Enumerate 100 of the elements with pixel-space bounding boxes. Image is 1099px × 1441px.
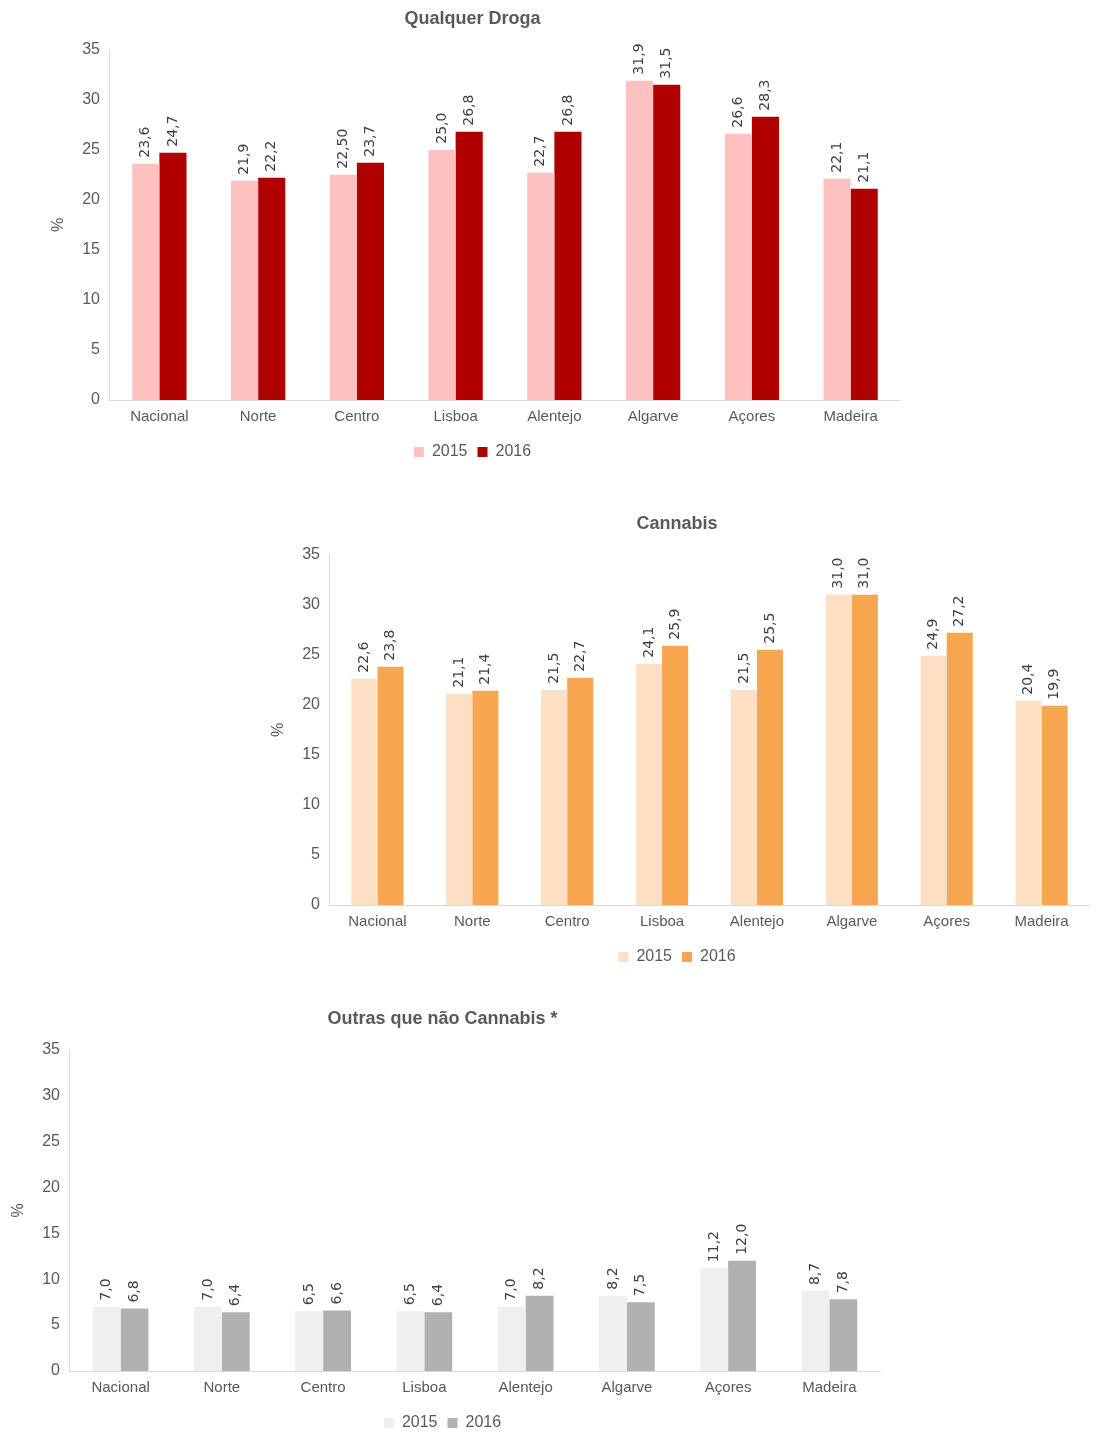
data-label: 7,0 [198,1278,215,1301]
x-tick-label: Centro [544,912,590,930]
x-tick-label: Algarve [826,912,878,930]
y-tick-label: 35 [82,40,101,58]
x-tick-label: Algarve [627,407,679,425]
bar [230,180,259,400]
data-label: 21,9 [235,143,252,175]
y-tick-label: 10 [82,290,101,308]
data-label: 26,6 [728,96,745,128]
data-label: 20,4 [1019,663,1036,695]
bar [801,1291,830,1371]
chart-title: Outras que não Cannabis * [327,1007,558,1028]
legend-label: 2015 [401,1413,438,1431]
bar [428,149,456,400]
data-label: 21,4 [476,653,492,685]
bar [541,689,568,905]
x-tick-label: Madeira [1014,912,1070,930]
bar [132,163,160,400]
data-label: 21,5 [734,652,751,684]
data-label: 6,8 [125,1280,142,1303]
x-tick-label: Algarve [601,1378,653,1396]
data-label: 6,5 [401,1283,418,1306]
data-label: 8,2 [603,1267,620,1290]
x-tick-label: Lisboa [639,912,685,930]
bar [724,133,752,400]
bar [700,1268,729,1371]
chart-title: Qualquer Droga [404,7,542,28]
bar [823,178,851,400]
data-label: 24,9 [924,618,941,650]
data-label: 21,1 [449,656,466,688]
y-tick-label: 15 [302,745,321,763]
bar [159,152,187,400]
data-label: 26,8 [558,94,575,126]
bar [329,174,357,400]
y-tick-label: 25 [302,645,321,663]
y-tick-label: 35 [302,545,321,563]
x-tick-label: Centro [300,1378,346,1396]
bar [120,1308,149,1371]
chart-title: Cannabis [636,512,718,533]
data-label: 27,2 [950,595,967,627]
data-label: 7,5 [631,1273,648,1297]
y-tick-label: 5 [51,1315,61,1333]
legend-label: 2016 [465,1413,502,1431]
data-label: 25,0 [432,112,449,144]
data-label: 22,50 [333,128,350,169]
bar [662,645,689,905]
y-tick-label: 15 [42,1223,61,1241]
bar [554,131,582,400]
bar [221,1312,250,1371]
x-tick-label: Norte [203,1378,241,1396]
x-tick-label: Norte [239,407,277,425]
data-label: 24,1 [639,626,656,658]
data-label: 11,2 [704,1230,721,1263]
data-label: 22,7 [531,135,548,167]
legend-label: 2016 [700,947,736,965]
y-tick-label: 30 [82,90,101,108]
bar [730,689,757,905]
y-axis-title: % [49,217,67,232]
data-label: 21,5 [544,652,561,684]
y-tick-label: 10 [302,795,321,813]
data-label: 12,0 [732,1223,749,1255]
bar [829,1299,858,1371]
bar [625,80,654,400]
data-label: 25,9 [665,608,682,640]
data-label: 6,4 [226,1283,243,1307]
bar [446,693,473,905]
bar [424,1312,453,1371]
legend-label: 2016 [495,442,532,460]
data-label: 31,0 [829,557,846,589]
bar [1041,705,1068,905]
y-axis-title: % [269,722,287,737]
x-tick-label: Norte [453,912,491,930]
bar [850,188,878,400]
bar [567,677,594,905]
bar [194,1306,222,1371]
data-label: 28,3 [756,79,773,111]
bar [825,594,852,905]
bar [851,594,878,905]
y-tick-label: 5 [311,845,321,863]
data-label: 22,6 [355,641,372,673]
x-tick-label: Centro [334,407,380,425]
y-tick-label: 20 [42,1177,61,1195]
x-tick-label: Lisboa [402,1378,448,1396]
y-tick-label: 0 [311,895,321,913]
data-label: 22,7 [570,640,587,672]
bar [356,162,385,400]
data-label: 7,8 [833,1271,850,1294]
bar [497,1306,526,1371]
data-label: 25,5 [760,612,777,644]
bar [920,655,947,905]
data-label: 24,7 [163,115,180,147]
bar [756,649,784,905]
x-tick-label: Nacional [130,407,189,425]
bar [599,1295,627,1371]
bar [455,131,483,400]
y-axis-title: % [9,1203,27,1218]
data-label: 23,8 [381,629,398,661]
data-label: 22,2 [262,140,279,172]
bar [751,116,780,400]
y-tick-label: 25 [42,1131,61,1149]
